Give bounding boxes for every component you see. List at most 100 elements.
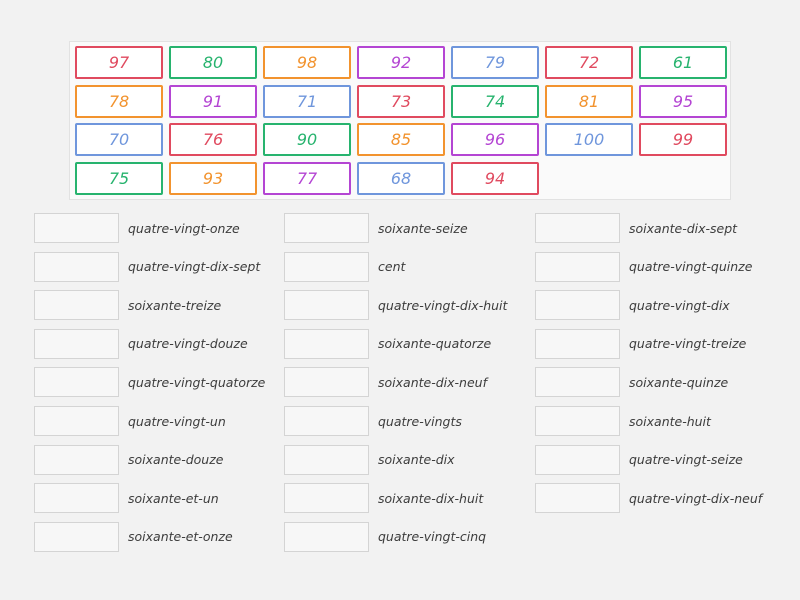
match-row: quatre-vingt-cinq <box>284 521 487 552</box>
answer-drop-box[interactable] <box>34 251 119 282</box>
answer-drop-box[interactable] <box>535 444 620 475</box>
number-word-label: soixante-dix-sept <box>629 220 738 236</box>
answer-drop-box[interactable] <box>284 290 369 321</box>
answer-drop-box[interactable] <box>535 290 620 321</box>
answer-drop-box[interactable] <box>34 521 119 552</box>
number-word-label: quatre-vingts <box>378 413 462 429</box>
number-tile[interactable]: 90 <box>263 123 351 156</box>
number-word-label: soixante-et-un <box>128 490 219 506</box>
number-tile[interactable]: 71 <box>263 84 351 118</box>
number-word-label: soixante-treize <box>128 297 222 313</box>
answer-drop-box[interactable] <box>535 251 620 282</box>
number-tile-panel: 97 80 98 92 79 72 61 78 91 71 73 74 81 95 70 76 90 85 96 10… <box>69 41 731 200</box>
number-word-label: quatre-vingt-dix-neuf <box>629 490 763 506</box>
match-row: quatre-vingts <box>284 406 462 436</box>
number-tile[interactable]: 73 <box>357 84 445 118</box>
match-row: soixante-et-un <box>34 483 219 514</box>
number-word-label: soixante-dix-huit <box>378 490 484 506</box>
number-tile[interactable]: 79 <box>451 46 539 79</box>
answer-drop-box[interactable] <box>34 328 119 359</box>
number-word-label: soixante-douze <box>128 452 224 468</box>
number-word-label: soixante-quinze <box>629 374 729 390</box>
match-row: soixante-treize <box>34 290 222 321</box>
answer-drop-box[interactable] <box>34 367 119 398</box>
number-word-label: quatre-vingt-onze <box>128 220 240 236</box>
answer-drop-box[interactable] <box>284 367 369 398</box>
number-word-label: quatre-vingt-quinze <box>629 259 753 275</box>
number-tile[interactable]: 98 <box>263 46 351 79</box>
number-tile[interactable]: 78 <box>75 84 163 118</box>
match-row: soixante-dix-huit <box>284 483 484 514</box>
match-row: soixante-huit <box>535 406 711 436</box>
match-row: soixante-et-onze <box>34 521 233 552</box>
number-word-label: quatre-vingt-quatorze <box>128 374 266 390</box>
number-tile[interactable]: 81 <box>545 84 633 118</box>
number-word-label: soixante-et-onze <box>128 529 233 545</box>
answer-drop-box[interactable] <box>34 444 119 475</box>
answer-drop-box[interactable] <box>284 521 369 552</box>
match-row: quatre-vingt-quinze <box>535 251 753 282</box>
number-tile[interactable]: 95 <box>639 84 727 118</box>
answer-drop-box[interactable] <box>284 213 369 243</box>
match-row: quatre-vingt-douze <box>34 328 248 359</box>
match-row: cent <box>284 251 406 282</box>
number-word-label: quatre-vingt-un <box>128 413 226 429</box>
match-row: quatre-vingt-dix-huit <box>284 290 508 321</box>
answer-drop-box[interactable] <box>535 213 620 243</box>
match-row: soixante-dix <box>284 444 455 475</box>
answer-drop-box[interactable] <box>34 213 119 243</box>
number-tile[interactable]: 80 <box>169 46 257 79</box>
number-tile[interactable]: 74 <box>451 84 539 118</box>
answer-drop-box[interactable] <box>34 483 119 514</box>
number-word-label: soixante-dix <box>378 452 455 468</box>
match-row: soixante-quatorze <box>284 328 492 359</box>
number-word-label: quatre-vingt-cinq <box>378 529 487 545</box>
number-tile[interactable]: 100 <box>545 123 633 156</box>
match-row: quatre-vingt-quatorze <box>34 367 266 398</box>
match-row: quatre-vingt-seize <box>535 444 743 475</box>
answer-drop-box[interactable] <box>34 290 119 321</box>
number-tile[interactable]: 97 <box>75 46 163 79</box>
number-tile[interactable]: 93 <box>169 161 257 195</box>
number-tile[interactable]: 61 <box>639 46 727 79</box>
match-row: quatre-vingt-dix-neuf <box>535 483 763 514</box>
answer-drop-box[interactable] <box>284 444 369 475</box>
match-row: quatre-vingt-dix-sept <box>34 251 260 282</box>
number-tile[interactable]: 94 <box>451 161 539 195</box>
number-tile[interactable]: 68 <box>357 161 445 195</box>
match-row: quatre-vingt-treize <box>535 328 747 359</box>
number-tile[interactable]: 99 <box>639 123 727 156</box>
match-row: quatre-vingt-un <box>34 406 226 436</box>
number-word-label: quatre-vingt-treize <box>629 336 747 352</box>
number-tile[interactable]: 72 <box>545 46 633 79</box>
answer-drop-box[interactable] <box>34 406 119 436</box>
number-word-label: soixante-quatorze <box>378 336 492 352</box>
number-tile[interactable]: 85 <box>357 123 445 156</box>
answer-drop-box[interactable] <box>535 483 620 514</box>
number-tile[interactable]: 96 <box>451 123 539 156</box>
answer-drop-box[interactable] <box>284 251 369 282</box>
answer-drop-box[interactable] <box>284 483 369 514</box>
number-tile[interactable]: 92 <box>357 46 445 79</box>
match-row: quatre-vingt-dix <box>535 290 730 321</box>
number-word-label: soixante-huit <box>629 413 711 429</box>
match-row: soixante-dix-neuf <box>284 367 487 398</box>
number-tile[interactable]: 91 <box>169 84 257 118</box>
number-word-label: cent <box>378 259 406 275</box>
number-word-label: quatre-vingt-seize <box>629 452 743 468</box>
match-row: soixante-quinze <box>535 367 729 398</box>
answer-drop-box[interactable] <box>284 328 369 359</box>
number-tile[interactable]: 77 <box>263 161 351 195</box>
number-tile[interactable]: 75 <box>75 161 163 195</box>
answer-drop-box[interactable] <box>535 406 620 436</box>
answer-drop-box[interactable] <box>284 406 369 436</box>
number-tile[interactable]: 70 <box>75 123 163 156</box>
number-word-label: quatre-vingt-dix-huit <box>378 297 508 313</box>
match-row: quatre-vingt-onze <box>34 213 240 243</box>
number-word-label: quatre-vingt-douze <box>128 336 248 352</box>
answer-drop-box[interactable] <box>535 367 620 398</box>
number-word-label: soixante-dix-neuf <box>378 374 487 390</box>
answer-drop-box[interactable] <box>535 328 620 359</box>
number-word-label: quatre-vingt-dix <box>629 297 730 313</box>
number-tile[interactable]: 76 <box>169 123 257 156</box>
